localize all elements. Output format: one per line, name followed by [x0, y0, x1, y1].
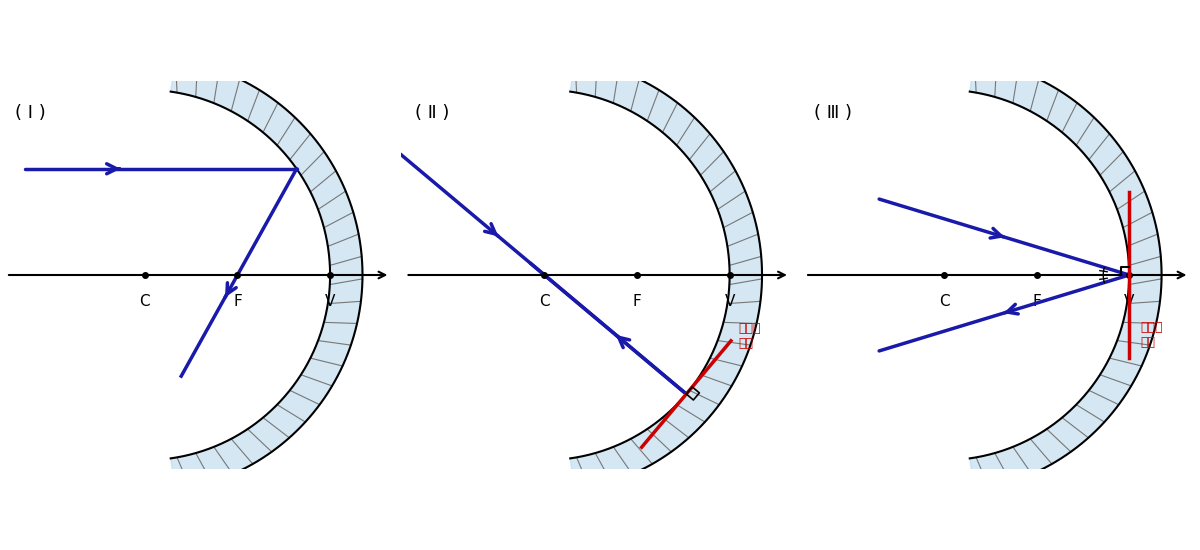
Text: F: F — [632, 294, 642, 309]
Polygon shape — [170, 59, 362, 491]
Polygon shape — [570, 59, 762, 491]
Text: 球面の
接線: 球面の 接線 — [1140, 321, 1163, 349]
Text: V: V — [325, 294, 335, 309]
Polygon shape — [970, 59, 1162, 491]
Text: C: C — [139, 294, 150, 309]
Text: 球面の
接線: 球面の 接線 — [738, 322, 761, 350]
Text: ( Ⅱ ): ( Ⅱ ) — [415, 104, 449, 122]
Text: F: F — [1032, 294, 1040, 309]
Text: F: F — [233, 294, 242, 309]
Text: V: V — [725, 294, 734, 309]
Text: ( I ): ( I ) — [16, 104, 46, 122]
Text: C: C — [539, 294, 550, 309]
Text: V: V — [1124, 294, 1134, 309]
Text: C: C — [938, 294, 949, 309]
Text: ( Ⅲ ): ( Ⅲ ) — [815, 104, 852, 122]
